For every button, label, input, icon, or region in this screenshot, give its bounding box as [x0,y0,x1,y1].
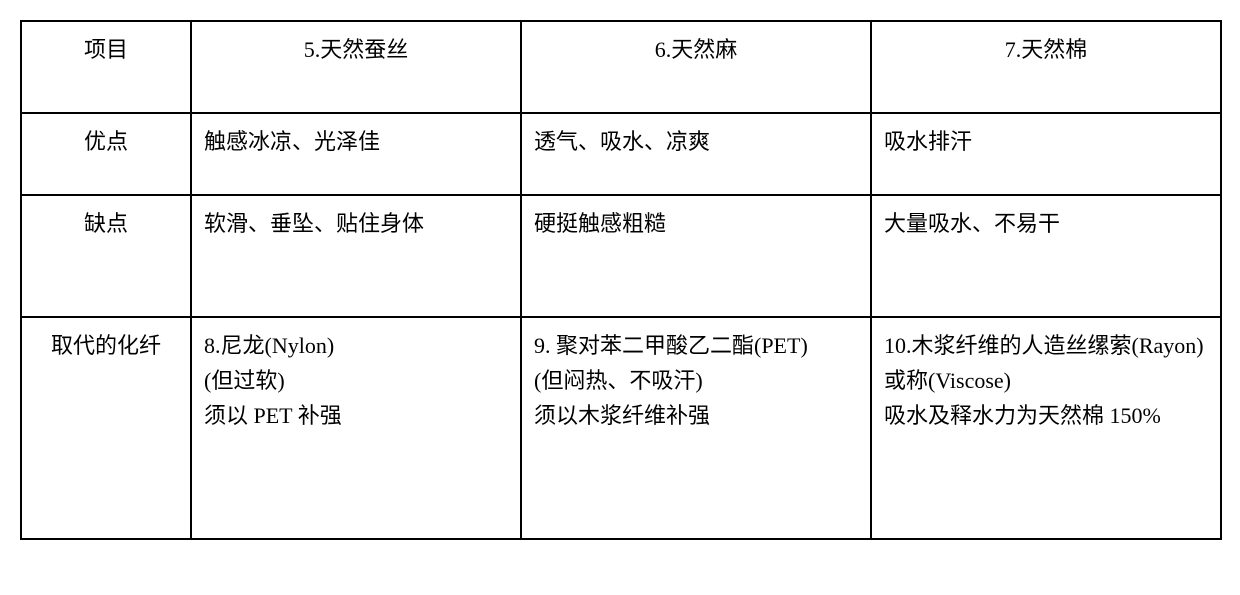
fiber-comparison-table: 项目 5.天然蚕丝 6.天然麻 7.天然棉 优点 触感冰凉、光泽佳 透气、吸水、… [20,20,1222,540]
cell-cotton-substitute: 10.木浆纤维的人造丝缧萦(Rayon) 或称(Viscose)吸水及释水力为天… [871,317,1221,539]
cell-silk-substitute: 8.尼龙(Nylon)(但过软)须以 PET 补强 [191,317,521,539]
cell-silk-disadvantage: 软滑、垂坠、贴住身体 [191,195,521,317]
cell-cotton-disadvantage: 大量吸水、不易干 [871,195,1221,317]
cell-cotton-advantage: 吸水排汗 [871,113,1221,195]
row-disadvantages: 缺点 软滑、垂坠、贴住身体 硬挺触感粗糙 大量吸水、不易干 [21,195,1221,317]
row-label-advantages: 优点 [21,113,191,195]
cell-silk-advantage: 触感冰凉、光泽佳 [191,113,521,195]
cell-linen-disadvantage: 硬挺触感粗糙 [521,195,871,317]
header-linen: 6.天然麻 [521,21,871,113]
cell-linen-substitute: 9. 聚对苯二甲酸乙二酯(PET)(但闷热、不吸汗)须以木浆纤维补强 [521,317,871,539]
cell-linen-advantage: 透气、吸水、凉爽 [521,113,871,195]
row-label-disadvantages: 缺点 [21,195,191,317]
row-label-substitute: 取代的化纤 [21,317,191,539]
header-silk: 5.天然蚕丝 [191,21,521,113]
header-item: 项目 [21,21,191,113]
row-advantages: 优点 触感冰凉、光泽佳 透气、吸水、凉爽 吸水排汗 [21,113,1221,195]
row-substitute: 取代的化纤 8.尼龙(Nylon)(但过软)须以 PET 补强 9. 聚对苯二甲… [21,317,1221,539]
header-cotton: 7.天然棉 [871,21,1221,113]
header-row: 项目 5.天然蚕丝 6.天然麻 7.天然棉 [21,21,1221,113]
